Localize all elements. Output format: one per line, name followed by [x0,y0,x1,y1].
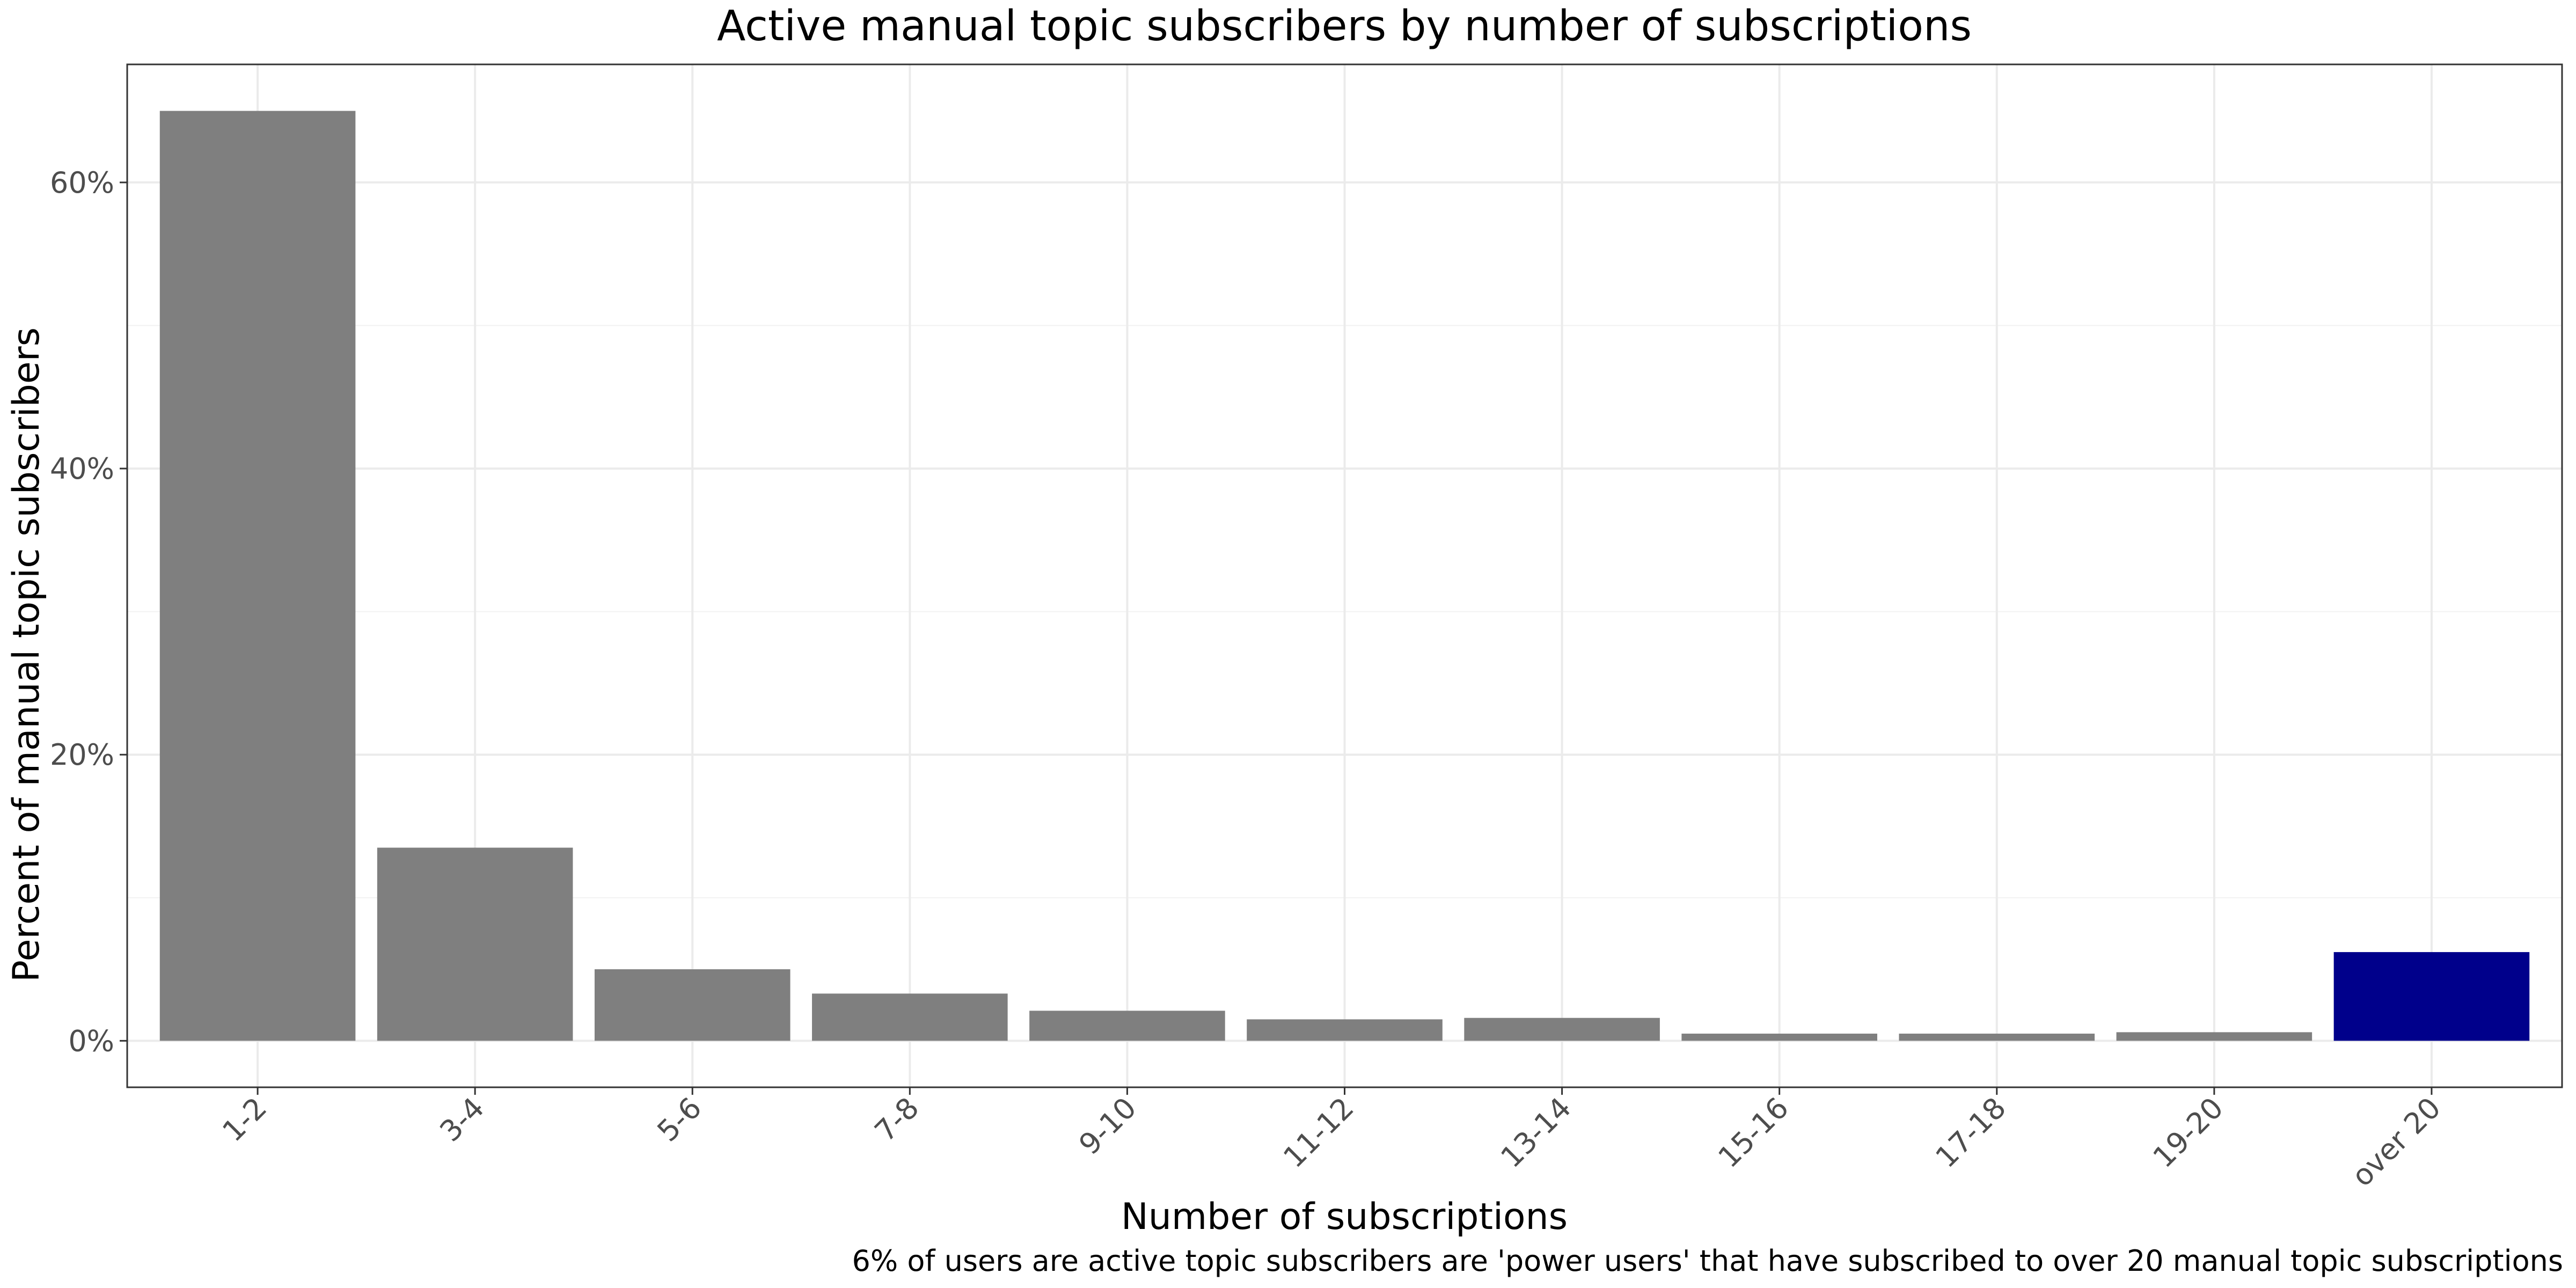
chart-title: Active manual topic subscribers by numbe… [717,2,1972,50]
y-tick-labels: 0% 20% 40% 60% [50,166,114,1058]
bar-19-20 [2116,1032,2312,1041]
x-tick-label: 19-20 [2147,1091,2230,1175]
x-tick-label: 5-6 [651,1091,708,1148]
x-tick-label: 17-18 [1929,1091,2012,1175]
x-tick-label: 9-10 [1072,1091,1143,1161]
y-tick-label: 40% [50,452,114,486]
bar-5-6 [594,969,791,1041]
y-tick-label: 60% [50,166,114,200]
bar-9-10 [1029,1011,1225,1041]
grid-lines [127,64,2562,1087]
bar-over-20 [2333,952,2530,1041]
axis-ticks [120,181,2433,1095]
y-tick-label: 20% [50,738,114,772]
x-tick-labels: 1-2 3-4 5-6 7-8 9-10 11-12 13-14 15-16 17-18 19-2… [216,1091,2447,1193]
bar-13-14 [1464,1018,1660,1041]
x-tick-label: over 20 [2345,1091,2447,1193]
x-tick-label: 13-14 [1494,1091,1578,1175]
y-axis-title: Percent of manual topic subscribers [5,327,48,982]
bar-7-8 [812,993,1008,1041]
x-tick-label: 7-8 [868,1091,926,1148]
x-axis-title: Number of subscriptions [1121,1196,1568,1238]
y-tick-label: 0% [68,1024,114,1058]
x-tick-label: 15-16 [1711,1091,1795,1175]
x-tick-label: 1-2 [216,1091,273,1148]
bar-3-4 [377,847,573,1041]
bar-17-18 [1899,1034,2095,1041]
bar-1-2 [159,111,356,1041]
x-tick-label: 11-12 [1277,1091,1360,1175]
bar-15-16 [1681,1034,1877,1041]
bars [159,111,2530,1041]
x-tick-label: 3-4 [433,1091,491,1148]
bar-11-12 [1247,1019,1443,1041]
chart-caption: 6% of users are active topic subscribers… [852,1244,2563,1278]
